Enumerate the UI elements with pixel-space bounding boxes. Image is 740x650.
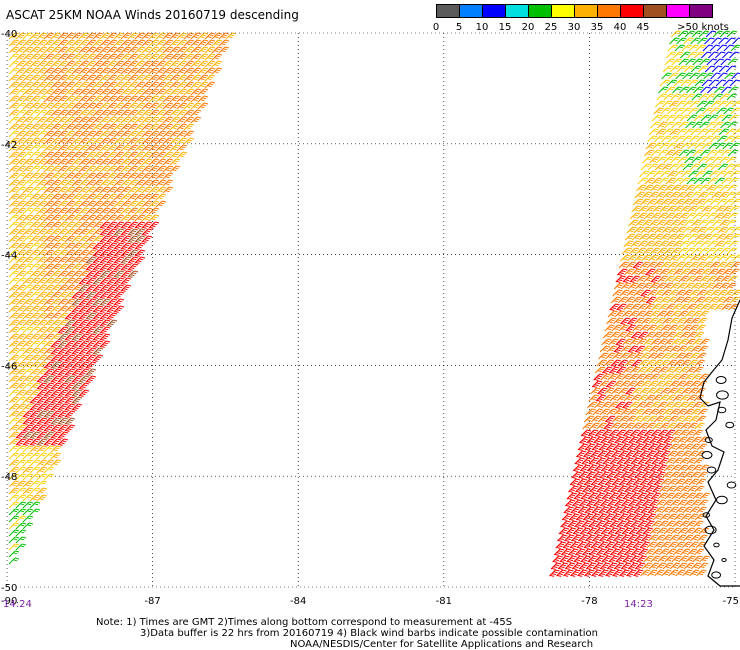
- map-grid: [7, 33, 735, 587]
- lon-label-3: -81: [436, 596, 452, 607]
- time-label-left: 14:24: [3, 599, 32, 610]
- island-5: [701, 451, 713, 459]
- lat-label-4: -48: [1, 472, 17, 483]
- chile-coastline: [699, 299, 740, 587]
- island-0: [715, 376, 727, 384]
- island-11: [713, 542, 720, 548]
- island-4: [704, 437, 713, 443]
- island-9: [702, 512, 711, 518]
- island-7: [726, 481, 737, 489]
- map-border: [6, 32, 736, 588]
- lon-label-5: -75: [723, 596, 739, 607]
- legend-tick-40: 40: [613, 22, 627, 33]
- island-13: [711, 571, 722, 579]
- island-2: [717, 406, 727, 414]
- island-12: [721, 557, 727, 563]
- legend-tick-35: 35: [590, 22, 604, 33]
- map-frame: -90 -87 -84 -81 -78 -75 -40 -42 -44 -46 -48 -50: [1, 29, 739, 607]
- lat-label-5: -50: [1, 583, 17, 594]
- lon-label-4: -78: [581, 596, 597, 607]
- legend-max-label: >50 knots: [677, 22, 729, 33]
- legend-tick-20: 20: [521, 22, 535, 33]
- coast-outline: [699, 299, 740, 587]
- legend-tick-0: 0: [432, 22, 440, 33]
- note-line-3: NOAA/NESDIS/Center for Satellite Applica…: [290, 639, 594, 650]
- wind-barbs: [8, 30, 740, 577]
- lat-label-1: -42: [1, 140, 17, 151]
- island-1: [716, 390, 729, 400]
- map-title: ASCAT 25KM NOAA Winds 20160719 descendin…: [6, 8, 299, 22]
- island-10: [704, 525, 717, 535]
- island-8: [715, 495, 728, 505]
- note-line-2: 3)Data buffer is 22 hrs from 20160719 4)…: [140, 628, 598, 639]
- island-6: [706, 466, 717, 474]
- lon-label-2: -84: [290, 596, 306, 607]
- legend-tick-30: 30: [567, 22, 581, 33]
- lat-label-0: -40: [1, 29, 17, 40]
- lon-label-0: -90: [1, 596, 17, 607]
- legend-color-11: [689, 4, 713, 18]
- legend-tick-15: 15: [498, 22, 512, 33]
- legend-tick-45: 45: [636, 22, 650, 33]
- legend-tick-5: 5: [455, 22, 463, 33]
- lon-label-1: -87: [144, 596, 160, 607]
- lat-label-3: -46: [1, 361, 17, 372]
- time-label-right: 14:23: [624, 599, 653, 610]
- legend-tick-10: 10: [475, 22, 489, 33]
- note-line-1: Note: 1) Times are GMT 2)Times along bot…: [96, 617, 513, 628]
- legend-tick-25: 25: [544, 22, 558, 33]
- lat-label-2: -44: [1, 251, 17, 262]
- island-3: [725, 421, 735, 429]
